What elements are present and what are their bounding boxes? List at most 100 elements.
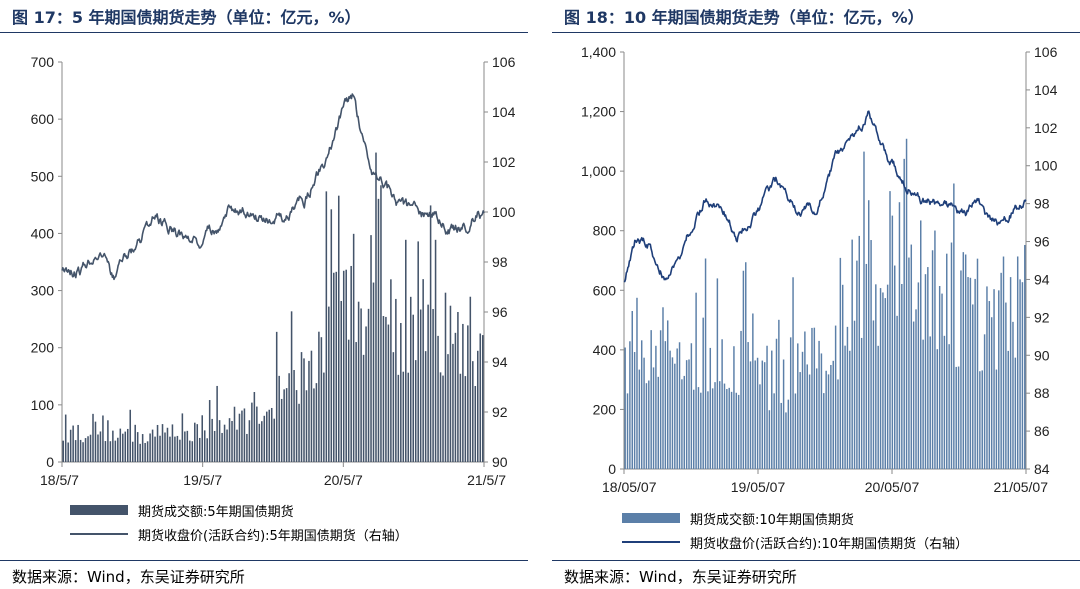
volume-bar xyxy=(737,394,740,469)
volume-bar xyxy=(808,374,811,469)
volume-bar xyxy=(806,364,808,469)
x-tick-label: 21/5/7 xyxy=(467,472,506,488)
volume-bar xyxy=(268,409,271,462)
volume-bar xyxy=(976,258,979,469)
volume-bar xyxy=(898,202,901,469)
volume-bar xyxy=(936,349,939,469)
legend-item-price: 期货收盘价(活跃合约):5年期国债期货（右轴） xyxy=(70,522,408,546)
volume-bar xyxy=(704,258,707,469)
volume-bar xyxy=(124,431,127,462)
volume-bar xyxy=(136,432,139,462)
volume-bar xyxy=(372,282,375,462)
volume-bar xyxy=(910,244,913,469)
volume-bar xyxy=(844,345,846,469)
volume-bar xyxy=(953,183,955,469)
y-left-tick-label: 400 xyxy=(593,342,617,358)
volume-bar xyxy=(213,430,216,462)
chart-legend: 期货成交额:10年期国债期货 期货收盘价(活跃合约):10年期国债期货（右轴） xyxy=(622,506,968,554)
volume-bar xyxy=(1019,279,1021,469)
volume-bar xyxy=(350,265,352,462)
volume-bar xyxy=(631,310,633,469)
volume-bar xyxy=(189,440,191,462)
volume-bar xyxy=(735,392,738,469)
volume-bar xyxy=(700,392,702,469)
volume-bar xyxy=(834,325,837,469)
volume-bar xyxy=(950,242,953,469)
volume-bar xyxy=(938,286,941,469)
volume-bar xyxy=(730,391,733,469)
volume-bar xyxy=(815,368,818,469)
volume-bar xyxy=(77,424,79,462)
volume-bar xyxy=(318,331,320,462)
volume-bar xyxy=(464,376,467,462)
volume-bar xyxy=(811,327,813,469)
volume-bar xyxy=(763,362,766,469)
volume-bar xyxy=(756,357,759,469)
volume-bar xyxy=(129,409,132,462)
volume-bar xyxy=(1005,302,1007,469)
volume-bar xyxy=(382,316,385,462)
y-left-tick-label: 200 xyxy=(593,401,617,417)
volume-bar xyxy=(154,436,156,462)
volume-bar xyxy=(114,440,117,462)
volume-bar xyxy=(851,239,853,469)
volume-bar xyxy=(273,418,275,462)
volume-bar xyxy=(771,350,773,469)
volume-bar xyxy=(711,388,714,469)
volume-bar xyxy=(184,431,186,462)
volume-bar xyxy=(476,350,479,462)
volume-bar xyxy=(248,420,251,462)
volume-bar xyxy=(884,298,887,469)
volume-bar xyxy=(931,250,934,469)
volume-bar xyxy=(797,343,799,469)
volume-bar xyxy=(745,262,747,469)
volume-bar xyxy=(655,345,657,469)
volume-bar xyxy=(300,352,303,462)
volume-bar xyxy=(624,347,626,469)
volume-bar xyxy=(799,372,801,469)
bar-series xyxy=(624,138,1026,469)
volume-bar xyxy=(228,418,231,462)
volume-bar xyxy=(481,335,484,462)
volume-bar xyxy=(948,344,950,469)
data-source: 数据来源：Wind，东吴证券研究所 xyxy=(564,568,797,586)
volume-bar xyxy=(674,363,676,469)
volume-bar xyxy=(702,317,704,469)
volume-bar xyxy=(409,296,412,462)
volume-bar xyxy=(974,278,976,469)
y-left-tick-label: 400 xyxy=(31,225,55,241)
volume-bar xyxy=(375,152,377,462)
volume-bar xyxy=(102,415,104,462)
volume-bar xyxy=(275,331,278,462)
volume-bar xyxy=(934,230,936,469)
volume-bar xyxy=(633,352,636,469)
volume-bar xyxy=(986,286,988,469)
volume-bar xyxy=(915,309,917,469)
volume-bar xyxy=(749,361,752,469)
volume-bar xyxy=(198,437,201,462)
y-right-tick-label: 106 xyxy=(492,54,516,70)
volume-bar xyxy=(766,345,768,469)
volume-bar xyxy=(818,340,820,469)
volume-bar xyxy=(962,252,965,469)
volume-bar xyxy=(872,320,875,469)
volume-bar xyxy=(979,371,981,469)
volume-bar xyxy=(827,374,830,469)
source-divider xyxy=(0,560,528,561)
volume-bar xyxy=(206,438,208,462)
volume-bar xyxy=(233,406,236,462)
volume-bar xyxy=(804,331,806,469)
volume-bar xyxy=(442,375,444,462)
volume-bar xyxy=(728,387,730,469)
volume-bar xyxy=(380,185,382,462)
volume-bar xyxy=(79,439,82,462)
volume-bar xyxy=(896,315,898,469)
volume-bar xyxy=(176,435,179,462)
volume-bar xyxy=(325,191,328,462)
volume-bar xyxy=(669,350,671,469)
volume-bar xyxy=(337,195,340,462)
volume-bar xyxy=(139,443,141,462)
volume-bar xyxy=(901,283,903,469)
volume-bar xyxy=(99,431,102,462)
volume-bar xyxy=(390,279,392,462)
